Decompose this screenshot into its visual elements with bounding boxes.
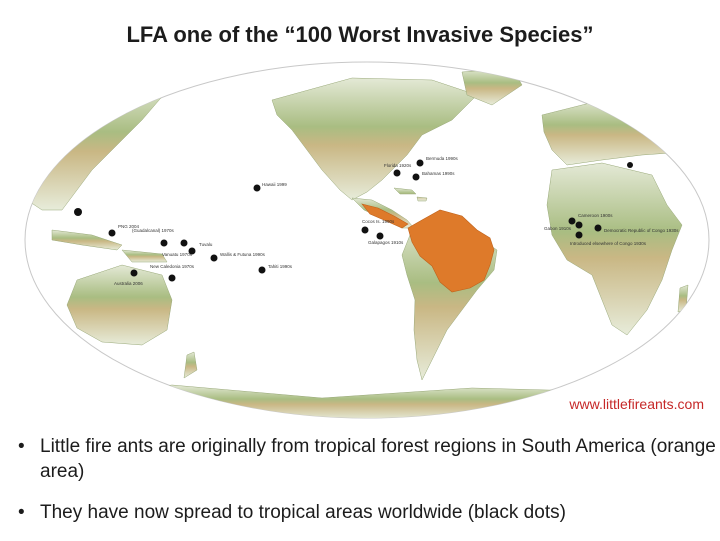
location-label-vanuatu: Vanuatu 1970s [162,252,193,257]
location-dot-wallis-futuna [210,254,218,262]
location-dot-cocos [361,226,369,234]
native-range-area-north [361,203,409,229]
location-label-australia: Australia 2006 [114,281,143,286]
bullet-item: • They have now spread to tropical areas… [18,500,718,525]
location-label-congo-south: Introduced elsewhere of Congo 1930s [570,241,647,246]
new-zealand [183,351,198,379]
bullet-text: Little fire ants are originally from tro… [40,436,716,482]
location-label-new-caledonia: New Caledonia 1970s [150,264,195,269]
location-dot-mediterranean [627,162,633,168]
location-dot-guadalcanal [160,239,168,247]
location-label-congo: Democratic Republic of Congo 1930s [604,228,679,233]
location-dot-cameroon [568,217,576,225]
location-dot-asia-coast [74,208,82,216]
north-america [271,77,478,201]
location-dot-tahiti [258,266,266,274]
bullet-marker: • [18,436,25,457]
location-dot-gabon [575,221,583,229]
location-dot-congo [594,224,602,232]
location-label-bermuda: Bermuda 1990s [426,156,459,161]
world-map: Hawaii 1999 Bermuda 1990s Bahamas 1990s … [24,61,710,419]
bullet-item: • Little fire ants are originally from t… [18,434,718,484]
australia [66,264,173,346]
africa [546,162,683,336]
location-label-hawaii: Hawaii 1999 [262,182,287,187]
native-range-area [407,209,495,293]
location-dot-vanuatu [180,239,188,247]
new-guinea [121,249,168,263]
location-label-guadalcanal: (Guadalcanal) 1970s [132,228,175,233]
location-label-cocos: Cocos Is. 1990s [362,219,395,224]
caribbean-islands [393,187,428,202]
location-label-png: PNG 2004 [118,224,140,229]
location-dot-png [108,229,116,237]
location-dot-hawaii [253,184,261,192]
location-label-cameroon: Cameroon 1900s [578,213,613,218]
bullet-list: • Little fire ants are originally from t… [18,434,718,541]
slide-title: LFA one of the “100 Worst Invasive Speci… [126,22,594,47]
location-label-florida: Florida 1920s [384,163,412,168]
bullet-text: They have now spread to tropical areas w… [40,502,566,523]
location-dot-galapagos [376,232,384,240]
location-dot-bahamas [412,173,420,181]
indonesia [51,229,123,251]
bullet-marker: • [18,502,25,523]
location-label-galapagos: Galapagos 1910s [368,240,404,245]
location-label-bahamas: Bahamas 1990s [422,171,455,176]
location-dot-florida [393,169,401,177]
location-label-tahiti: Tahiti 1990s [268,264,293,269]
location-dot-congo-south [575,231,583,239]
location-label-gabon: Gabon 1910s [544,226,572,231]
location-dot-new-caledonia [168,274,176,282]
location-dot-australia [130,269,138,277]
location-label-tuvalu: Tuvalu [199,242,213,247]
source-credit: www.littlefireants.com [569,396,704,412]
location-label-wallis-futuna: Wallis & Futuna 1990s [220,252,266,257]
location-dot-bermuda [416,159,424,167]
location-dot-tuvalu [188,247,196,255]
